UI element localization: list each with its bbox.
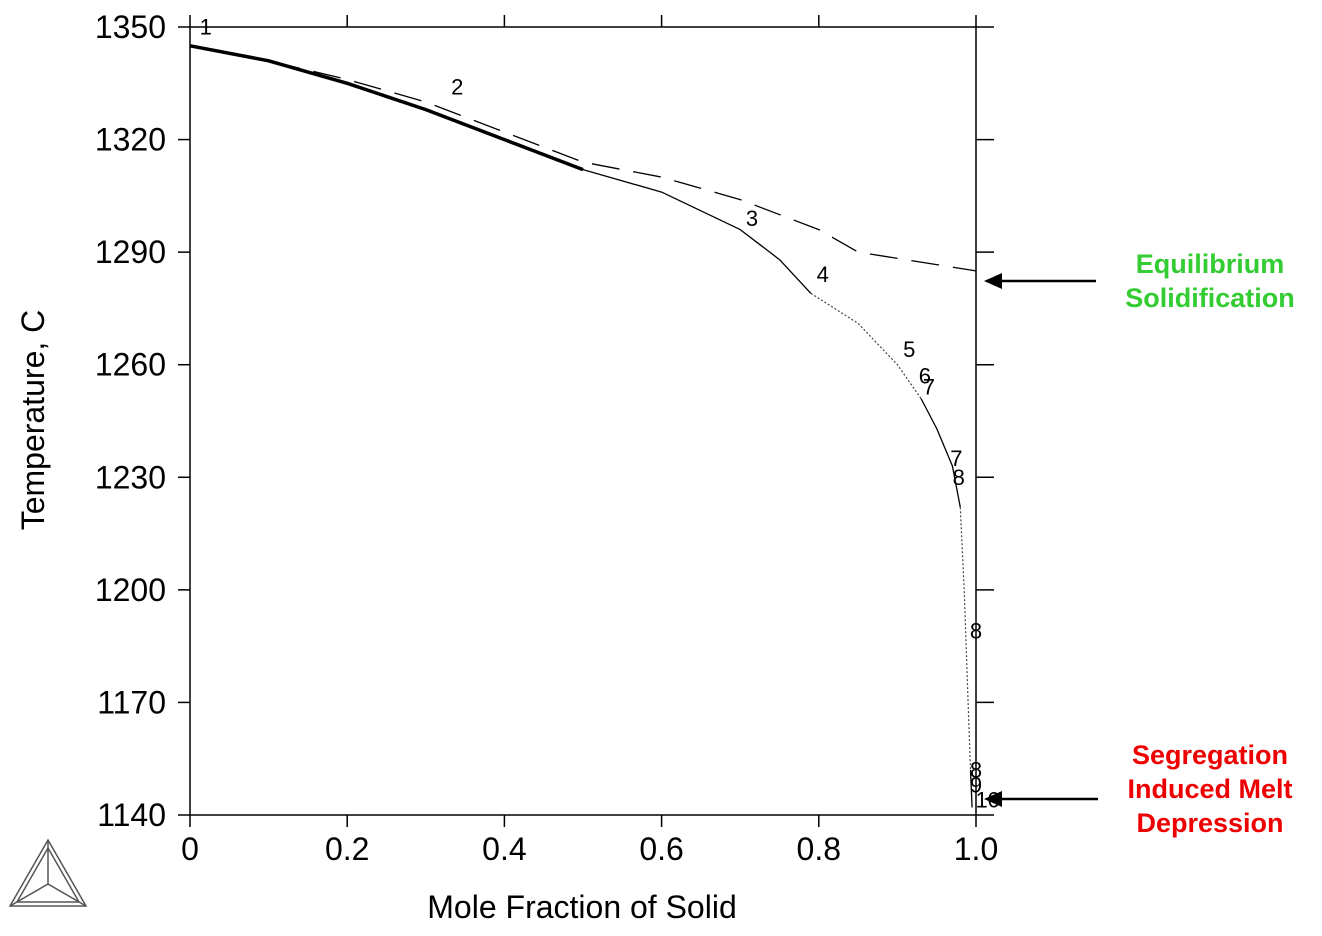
x-axis-ticks: 0 0.2 0.4 0.6 0.8 1.0 [181, 15, 998, 867]
series-line-3 [582, 168, 812, 294]
curve-label: 4 [817, 262, 829, 287]
arrow-head-icon [984, 273, 1002, 289]
curve-label: 3 [746, 206, 758, 231]
curve-label: 5 [903, 337, 915, 362]
plot-border [189, 26, 977, 816]
thermo-calc-logo-icon [8, 838, 88, 907]
y-tick-label: 1350 [95, 9, 166, 45]
curve-labels: 12345677888910 [200, 15, 1000, 813]
y-tick-label: 1320 [95, 122, 166, 158]
segregation-melt-depression-annotation: Segregation Induced Melt Depression [1102, 738, 1318, 840]
x-tick-label: 0 [181, 831, 199, 867]
y-tick-label: 1140 [97, 797, 166, 833]
curve-label: 7 [923, 375, 935, 400]
chart-series [189, 44, 977, 808]
x-tick-label: 0.4 [482, 831, 526, 867]
curve-label: 6 [919, 363, 931, 388]
annotation-line: Equilibrium [1135, 249, 1285, 279]
x-axis-title: Mole Fraction of Solid [427, 889, 736, 925]
series-line-7 [969, 769, 973, 808]
arrow-head-icon [984, 791, 1002, 807]
annotation-line: Segregation [1131, 740, 1289, 770]
y-axis-title: Temperature, C [15, 310, 51, 531]
y-tick-label: 1260 [95, 347, 166, 383]
curve-label: 8 [953, 465, 965, 490]
series-line-4 [810, 292, 922, 399]
series-line-6 [959, 507, 972, 771]
annotation-line: Induced Melt [1127, 774, 1293, 804]
y-tick-label: 1230 [95, 459, 166, 495]
x-tick-label: 0.8 [797, 831, 841, 867]
plot-frame [189, 26, 977, 816]
x-tick-label: 1.0 [954, 831, 998, 867]
equilibrium-solidification-annotation: Equilibrium Solidification [1100, 247, 1320, 315]
curve-label: 8 [970, 757, 982, 782]
y-axis-ticks: 1140 1170 1200 1230 1260 1290 1320 1350 [95, 9, 994, 833]
series-line-5 [920, 398, 961, 508]
y-tick-label: 1290 [95, 234, 166, 270]
curve-label: 1 [200, 15, 212, 40]
y-tick-label: 1170 [97, 684, 166, 720]
series-line-2 [189, 44, 584, 172]
annotation-line: Solidification [1125, 283, 1295, 313]
x-tick-label: 0.2 [325, 831, 369, 867]
annotation-arrows [984, 273, 1098, 807]
curve-label: 8 [970, 619, 982, 644]
series-line-1 [189, 45, 977, 272]
curve-label: 7 [950, 446, 962, 471]
y-tick-label: 1200 [95, 572, 166, 608]
annotation-line: Depression [1136, 808, 1284, 838]
curve-label: 9 [970, 772, 982, 797]
x-tick-label: 0.6 [639, 831, 683, 867]
curve-label: 2 [451, 75, 463, 100]
